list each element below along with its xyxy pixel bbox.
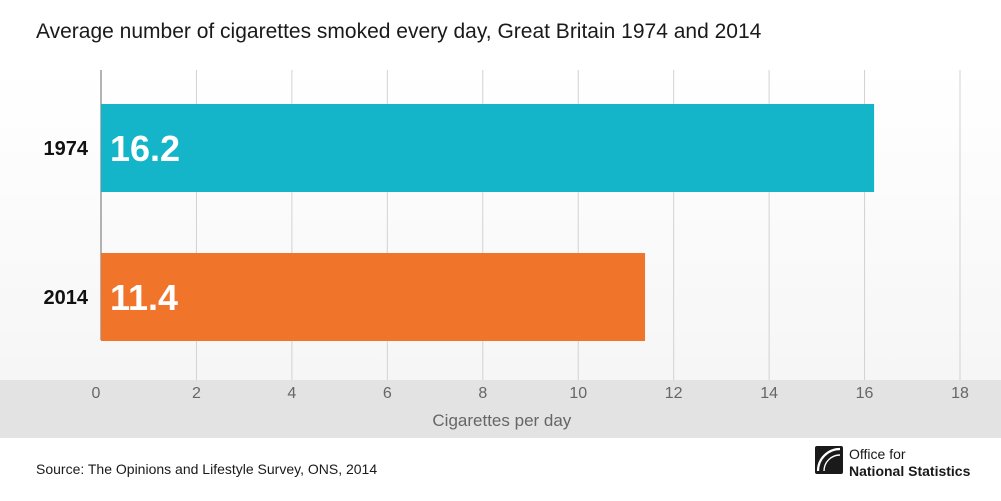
logo-line-2: National Statistics xyxy=(849,463,971,479)
x-tick-label: 14 xyxy=(760,385,778,402)
x-tick-label: 4 xyxy=(287,385,296,402)
source-note: Source: The Opinions and Lifestyle Surve… xyxy=(36,461,378,477)
x-tick-label: 18 xyxy=(951,385,969,402)
ons-logo-icon xyxy=(815,446,843,474)
bar-2014 xyxy=(101,253,646,341)
category-label-1974: 1974 xyxy=(44,138,89,160)
x-tick-label: 6 xyxy=(383,385,392,402)
x-axis-band xyxy=(0,380,1001,438)
bar-value-label-1974: 16.2 xyxy=(110,128,180,169)
x-tick-label: 0 xyxy=(92,385,101,402)
x-tick-label: 8 xyxy=(478,385,487,402)
x-axis-label: Cigarettes per day xyxy=(432,411,571,430)
x-tick-label: 12 xyxy=(665,385,683,402)
bar-1974 xyxy=(101,104,875,192)
chart-title: Average number of cigarettes smoked ever… xyxy=(36,20,762,43)
x-tick-label: 2 xyxy=(192,385,201,402)
logo-line-1: Office for xyxy=(849,446,906,462)
x-tick-label: 10 xyxy=(569,385,587,402)
x-tick-label: 16 xyxy=(856,385,874,402)
category-label-2014: 2014 xyxy=(44,287,89,309)
ons-logo: Office for National Statistics xyxy=(815,444,995,486)
bar-value-label-2014: 11.4 xyxy=(110,277,178,318)
